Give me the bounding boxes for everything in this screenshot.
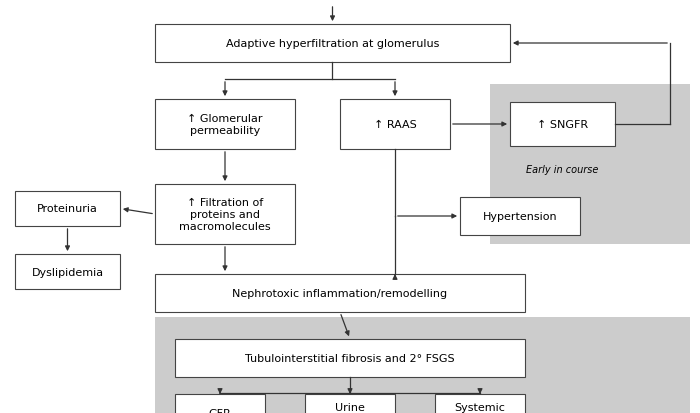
Text: Early in course: Early in course xyxy=(526,165,598,175)
FancyBboxPatch shape xyxy=(435,394,525,413)
Text: Dyslipidemia: Dyslipidemia xyxy=(32,267,104,277)
Text: Hypertension: Hypertension xyxy=(483,211,557,221)
Text: ↑ Glomerular
permeability: ↑ Glomerular permeability xyxy=(188,114,262,135)
FancyBboxPatch shape xyxy=(510,103,615,147)
FancyBboxPatch shape xyxy=(155,100,295,150)
FancyBboxPatch shape xyxy=(155,274,525,312)
Text: ↑ Filtration of
proteins and
macromolecules: ↑ Filtration of proteins and macromolecu… xyxy=(179,198,271,231)
FancyBboxPatch shape xyxy=(155,185,295,244)
Text: Systemic
complications: Systemic complications xyxy=(442,402,519,413)
FancyBboxPatch shape xyxy=(340,100,450,150)
FancyBboxPatch shape xyxy=(15,254,120,289)
FancyBboxPatch shape xyxy=(460,197,580,235)
Text: ↑ RAAS: ↑ RAAS xyxy=(374,120,416,130)
Text: Urine
output: Urine output xyxy=(332,402,368,413)
FancyBboxPatch shape xyxy=(305,394,395,413)
Text: Tubulointerstitial fibrosis and 2° FSGS: Tubulointerstitial fibrosis and 2° FSGS xyxy=(245,353,455,363)
Text: Adaptive hyperfiltration at glomerulus: Adaptive hyperfiltration at glomerulus xyxy=(226,39,439,49)
FancyBboxPatch shape xyxy=(175,394,265,413)
Text: Nephrotoxic inflammation/remodelling: Nephrotoxic inflammation/remodelling xyxy=(232,288,447,298)
Text: ↑ SNGFR: ↑ SNGFR xyxy=(537,120,588,130)
Text: GFR: GFR xyxy=(209,408,232,413)
FancyBboxPatch shape xyxy=(175,339,525,377)
FancyBboxPatch shape xyxy=(155,25,510,63)
Bar xyxy=(155,317,690,413)
FancyBboxPatch shape xyxy=(15,192,120,226)
Bar xyxy=(490,85,690,244)
Text: Proteinuria: Proteinuria xyxy=(37,204,98,214)
